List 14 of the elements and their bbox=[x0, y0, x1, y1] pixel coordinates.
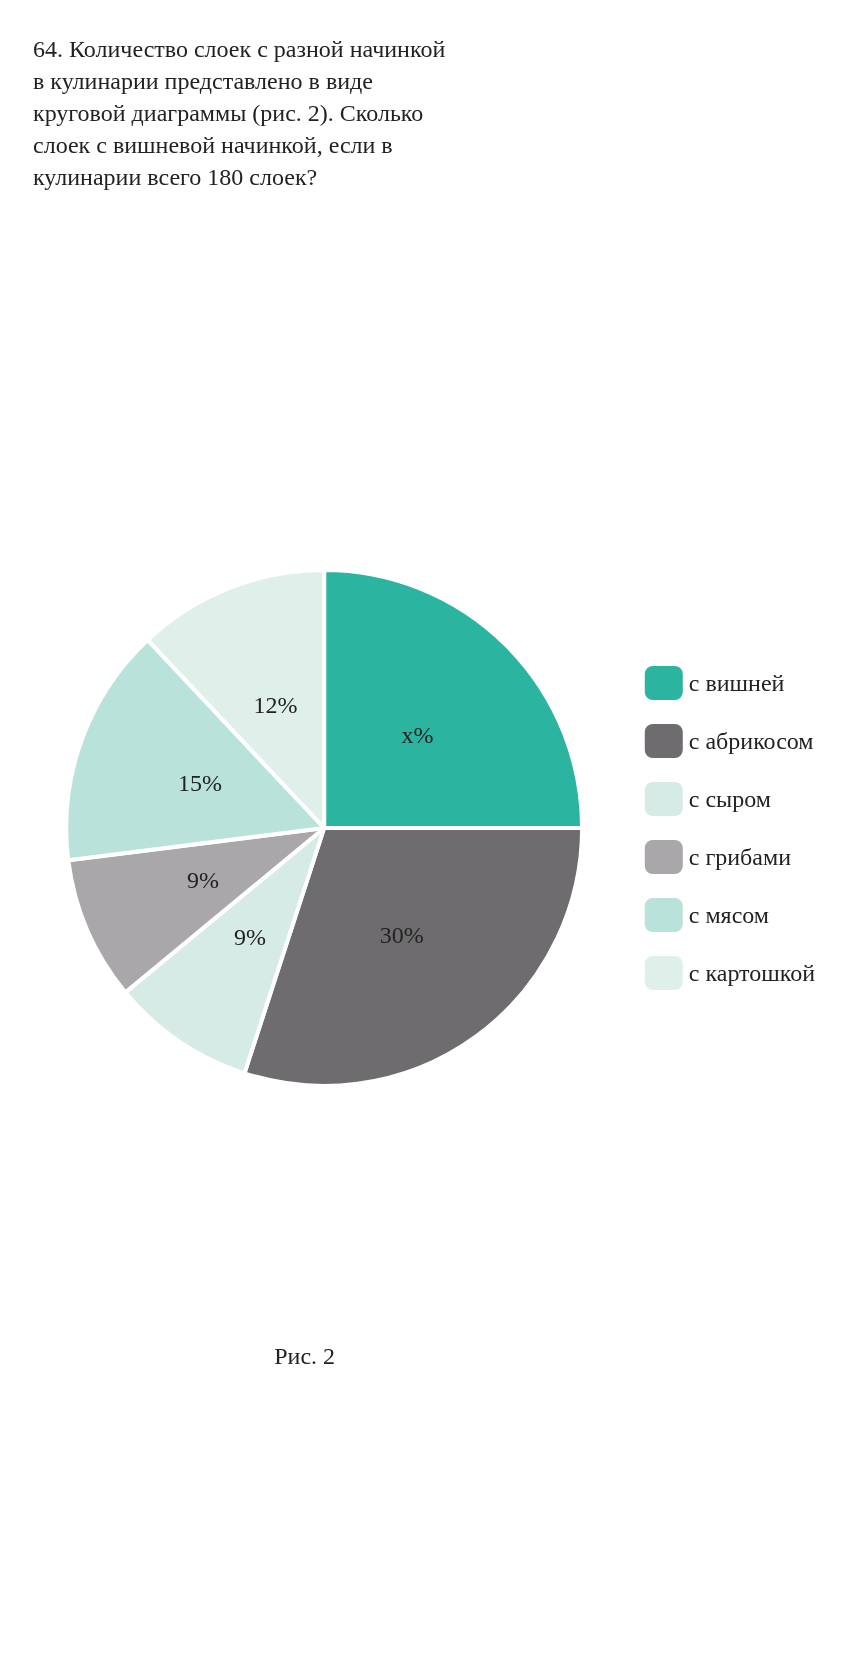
data-label: 12% bbox=[253, 692, 298, 719]
legend-label: с абрикосом bbox=[688, 728, 814, 754]
legend-label: с сыром bbox=[688, 786, 771, 812]
text: Рис. 2 bbox=[274, 1343, 336, 1369]
legend-label: с вишней bbox=[688, 670, 785, 696]
legend-label: с картошкой bbox=[688, 960, 816, 986]
data-label: 15% bbox=[178, 770, 222, 797]
data-label: 9% bbox=[187, 867, 220, 894]
legend-label: с грибами bbox=[688, 844, 792, 870]
legend-label: с мясом bbox=[688, 902, 770, 928]
chart-title: 64. Количество слоек с разной начинкой в кулинарии представлено в виде круговой диаграммы (рис. 2). Сколько слоек с вишневой начинкой, если в кулинарии всего 180 слоек? bbox=[33, 36, 452, 190]
data-label: 9% bbox=[233, 924, 266, 951]
data-label: x% bbox=[401, 721, 434, 748]
data-label: 30% bbox=[379, 921, 424, 948]
